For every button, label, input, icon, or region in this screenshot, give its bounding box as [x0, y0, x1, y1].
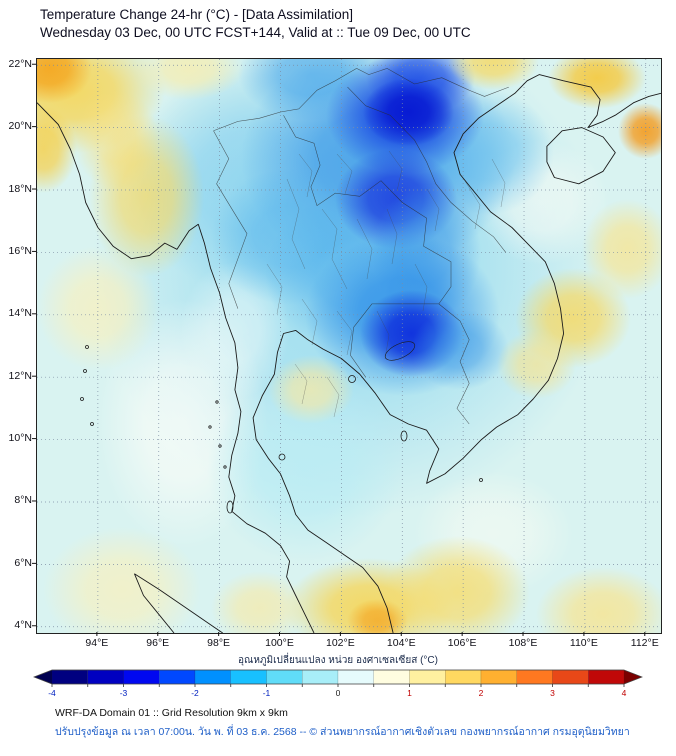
- colorbar-segment: [552, 669, 589, 685]
- hainan-island-coastline: [546, 127, 616, 185]
- colorbar-tick-label: -3: [120, 688, 128, 698]
- colorbar-tick-label: 4: [622, 688, 627, 698]
- colorbar-segment: [159, 669, 196, 685]
- coastline-west: [37, 102, 315, 633]
- x-tick-label: 102°E: [326, 637, 355, 649]
- colorbar-segment: [480, 669, 517, 685]
- sumatra-coastline: [133, 573, 223, 633]
- x-tick-label: 106°E: [447, 637, 477, 649]
- colorbar-segment: [445, 669, 482, 685]
- colorbar-segment: [51, 669, 88, 685]
- colorbar-label: อุณหภูมิเปลี่ยนแปลง หน่วย องศาเซลเซียส (…: [238, 655, 438, 666]
- phuket-island: [226, 500, 234, 514]
- y-tick-label: 14°N: [8, 307, 32, 320]
- y-tick-label: 16°N: [8, 244, 32, 257]
- footer-domain-info: WRF-DA Domain 01 :: Grid Resolution 9km …: [55, 707, 288, 719]
- country-borders: [213, 68, 509, 425]
- y-tick-label: 12°N: [8, 369, 32, 382]
- x-tick-label: 98°E: [207, 637, 231, 649]
- x-tick-label: 94°E: [85, 637, 109, 649]
- x-tick-label: 104°E: [386, 637, 416, 649]
- colorbar-tick-label: -2: [191, 688, 199, 698]
- y-tick-label: 18°N: [8, 182, 32, 195]
- colorbar-segment: [230, 669, 267, 685]
- colorbar-tick-label: -4: [48, 688, 56, 698]
- geography-overlay: [37, 68, 661, 633]
- koh-chang-island: [348, 375, 356, 383]
- y-tick-label: 10°N: [8, 432, 32, 445]
- tonle-sap-lake: [384, 341, 416, 361]
- coastline-east: [252, 74, 661, 633]
- colorbar-arrow-left: [34, 670, 52, 684]
- colorbar-tick-label: 1: [407, 688, 412, 698]
- y-tick-label: 20°N: [8, 120, 32, 133]
- colorbar-segment: [373, 669, 410, 685]
- colorbar-segment: [516, 669, 553, 685]
- y-tick-label: 4°N: [14, 619, 32, 632]
- y-tick-label: 8°N: [14, 494, 32, 507]
- x-tick-label: 110°E: [569, 637, 598, 649]
- colorbar-tick-label: 3: [550, 688, 555, 698]
- colorbar-arrow-right: [624, 670, 642, 684]
- phu-quoc-island: [400, 430, 408, 442]
- colorbar-segment: [588, 669, 625, 685]
- colorbar-segment: [87, 669, 124, 685]
- page-title: Temperature Change 24-hr (°C) - [Data As…: [40, 7, 354, 22]
- islands: [80, 345, 483, 514]
- colorbar-tick-label: 2: [479, 688, 484, 698]
- page-subtitle: Wednesday 03 Dec, 00 UTC FCST+144, Valid…: [40, 25, 471, 40]
- y-tick-label: 6°N: [14, 556, 32, 569]
- lat-lon-grid: [37, 59, 661, 633]
- colorbar: -4 -3 -2 -1 0 1 2 3 4: [33, 669, 643, 698]
- x-tick-label: 108°E: [508, 637, 538, 649]
- y-tick-label: 22°N: [8, 57, 32, 70]
- samui-island: [278, 453, 286, 461]
- footer-credit: ปรับปรุงข้อมูล ณ เวลา 07:00น. วัน พ. ที่…: [55, 726, 630, 738]
- axis-ticks: [32, 63, 646, 636]
- province-borders: [266, 150, 506, 418]
- x-tick-label: 112°E: [630, 637, 659, 649]
- x-tick-label: 100°E: [265, 637, 294, 649]
- x-tick-label: 96°E: [146, 637, 170, 649]
- colorbar-tick-label: 0: [336, 688, 341, 698]
- colorbar-tick-label: -1: [263, 688, 271, 698]
- colorbar-segment: [409, 669, 446, 685]
- colorbar-segment: [302, 669, 339, 685]
- colorbar-segment: [266, 669, 303, 685]
- colorbar-segment: [337, 669, 374, 685]
- colorbar-segment: [123, 669, 160, 685]
- colorbar-segment: [194, 669, 231, 685]
